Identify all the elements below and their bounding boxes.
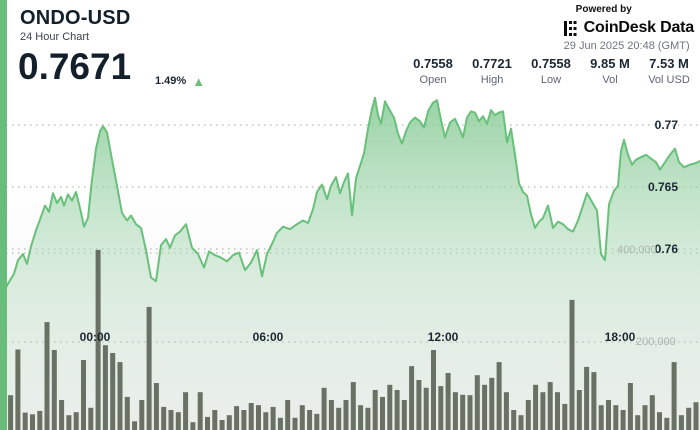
up-arrow-icon: ▲ bbox=[192, 73, 206, 89]
price-line bbox=[0, 96, 700, 300]
timestamp: 29 Jun 2025 20:48 (GMT) bbox=[563, 40, 690, 52]
stat-low: 0.7558 Low bbox=[530, 56, 572, 86]
stat-high-label: High bbox=[480, 74, 504, 86]
stat-high: 0.7721 High bbox=[471, 56, 513, 86]
stat-vol-value: 9.85 M bbox=[590, 56, 630, 71]
page-title: ONDO-USD bbox=[20, 7, 131, 29]
price-change: 1.49% ▲ bbox=[155, 73, 206, 89]
stat-vol-usd-value: 7.53 M bbox=[649, 56, 689, 71]
x-axis-time-label: 00:00 bbox=[79, 330, 111, 344]
y-axis-volume-label: 200,000 bbox=[636, 336, 676, 348]
stats-row: 0.7558 Open 0.7721 High 0.7558 Low 9.85 … bbox=[412, 56, 690, 86]
stat-low-label: Low bbox=[540, 74, 562, 86]
stat-vol-label: Vol bbox=[602, 74, 618, 86]
y-axis-price-label: 0.76 bbox=[654, 242, 678, 256]
stat-open-label: Open bbox=[419, 74, 447, 86]
stat-vol-usd: 7.53 M Vol USD bbox=[648, 56, 690, 86]
x-axis-time-label: 18:00 bbox=[604, 330, 636, 344]
y-axis-volume-label: 400,000 bbox=[617, 244, 657, 256]
coindesk-logo-icon bbox=[563, 20, 577, 36]
stat-low-value: 0.7558 bbox=[531, 56, 571, 71]
brand-logo[interactable]: CoinDesk Data bbox=[563, 19, 695, 37]
volume-bars bbox=[0, 249, 699, 430]
brand-name: CoinDesk Data bbox=[583, 19, 695, 36]
accent-stripe bbox=[0, 0, 7, 430]
y-axis-price-label: 0.77 bbox=[654, 118, 678, 132]
stat-open: 0.7558 Open bbox=[412, 56, 454, 86]
change-percent: 1.49% bbox=[155, 75, 187, 87]
stat-vol: 9.85 M Vol bbox=[589, 56, 631, 86]
powered-by-block: Powered by CoinDesk Data 29 Jun 2025 20:… bbox=[563, 4, 695, 52]
powered-by-label: Powered by bbox=[575, 4, 632, 15]
current-price: 0.7671 bbox=[18, 46, 132, 87]
x-axis-time-label: 06:00 bbox=[252, 330, 284, 344]
stat-high-value: 0.7721 bbox=[472, 56, 512, 71]
x-axis-time-label: 12:00 bbox=[427, 330, 459, 344]
stat-open-value: 0.7558 bbox=[413, 56, 453, 71]
y-axis-price-label: 0.765 bbox=[647, 180, 678, 194]
price-area-fill bbox=[0, 97, 700, 430]
stat-vol-usd-label: Vol USD bbox=[648, 74, 690, 86]
chart-subtitle: 24 Hour Chart bbox=[20, 31, 90, 43]
